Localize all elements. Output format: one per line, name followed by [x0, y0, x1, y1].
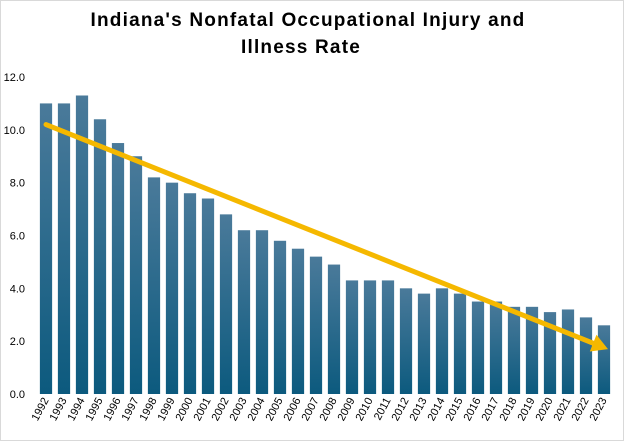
bar [399, 288, 413, 394]
x-tick-label: 2000 [174, 396, 196, 423]
x-tick-label: 2015 [444, 396, 466, 423]
trend-arrow-head [589, 334, 608, 352]
bar [129, 156, 143, 394]
y-tick-label: 4.0 [10, 283, 25, 295]
bar [75, 95, 89, 394]
bar [255, 230, 269, 394]
bar [165, 182, 179, 394]
x-tick-label: 2007 [300, 396, 322, 423]
bar [39, 103, 53, 395]
bar [435, 288, 449, 394]
bar-series [39, 95, 611, 395]
bar [489, 301, 503, 394]
bar [201, 198, 215, 394]
x-tick-label: 1998 [138, 396, 160, 423]
bar [507, 306, 521, 394]
x-tick-label: 2016 [462, 396, 484, 423]
chart-title-line-1: Indiana's Nonfatal Occupational Injury a… [91, 10, 526, 31]
bar [327, 264, 341, 394]
bar [147, 177, 161, 394]
x-tick-label: 2012 [390, 396, 412, 423]
trend-arrow-line [43, 122, 596, 346]
x-tick-label: 2020 [534, 396, 556, 423]
bar [453, 293, 467, 394]
y-tick-label: 2.0 [10, 336, 25, 348]
bar [417, 293, 431, 394]
x-tick-label: 1995 [84, 396, 106, 423]
x-tick-label: 2014 [426, 396, 448, 423]
bar [345, 280, 359, 394]
x-tick-label: 2002 [210, 396, 232, 423]
x-tick-label: 2018 [498, 396, 520, 423]
bar [363, 280, 377, 394]
bar [237, 230, 251, 394]
x-tick-label: 1992 [30, 396, 52, 423]
x-tick-label: 2006 [282, 396, 304, 423]
chart-title-line-2: Illness Rate [241, 37, 361, 58]
y-axis: 0.0 2.0 4.0 6.0 8.0 10.0 12.0 [4, 72, 25, 401]
x-tick-label: 1999 [156, 396, 178, 423]
y-tick-label: 8.0 [10, 178, 25, 190]
trend-arrow-group [43, 122, 608, 352]
x-tick-label: 2021 [552, 396, 574, 423]
x-tick-label: 2019 [516, 396, 538, 423]
bar [219, 214, 233, 394]
bar [561, 309, 575, 394]
bar [525, 306, 539, 394]
x-axis: 1992199319941995199619971998199920002001… [30, 396, 610, 423]
bar [183, 193, 197, 394]
x-tick-label: 2022 [570, 396, 592, 423]
bar [111, 143, 125, 394]
y-tick-label: 10.0 [4, 125, 25, 137]
x-tick-label: 1997 [120, 396, 142, 423]
x-tick-label: 2013 [408, 396, 430, 423]
x-tick-label: 2017 [480, 396, 502, 423]
bar [597, 325, 611, 394]
x-tick-label: 1994 [66, 396, 88, 423]
x-tick-label: 2010 [354, 396, 376, 423]
x-tick-label: 2004 [246, 396, 268, 423]
bar [273, 240, 287, 394]
bar [291, 248, 305, 394]
bar [381, 280, 395, 394]
bar [579, 317, 593, 394]
bar [471, 301, 485, 394]
x-tick-label: 1993 [48, 396, 70, 423]
x-tick-label: 2003 [228, 396, 250, 423]
bar [543, 312, 557, 394]
x-tick-label: 1996 [102, 396, 124, 423]
x-tick-label: 2008 [318, 396, 340, 423]
bar [93, 119, 107, 395]
bar [309, 256, 323, 394]
y-tick-label: 12.0 [4, 72, 25, 84]
y-tick-label: 6.0 [10, 231, 25, 243]
bar [57, 103, 71, 395]
x-tick-label: 2005 [264, 396, 286, 423]
y-tick-label: 0.0 [10, 389, 25, 401]
x-tick-label: 2023 [588, 396, 610, 423]
x-tick-label: 2001 [192, 396, 214, 423]
x-tick-label: 2009 [336, 396, 358, 423]
